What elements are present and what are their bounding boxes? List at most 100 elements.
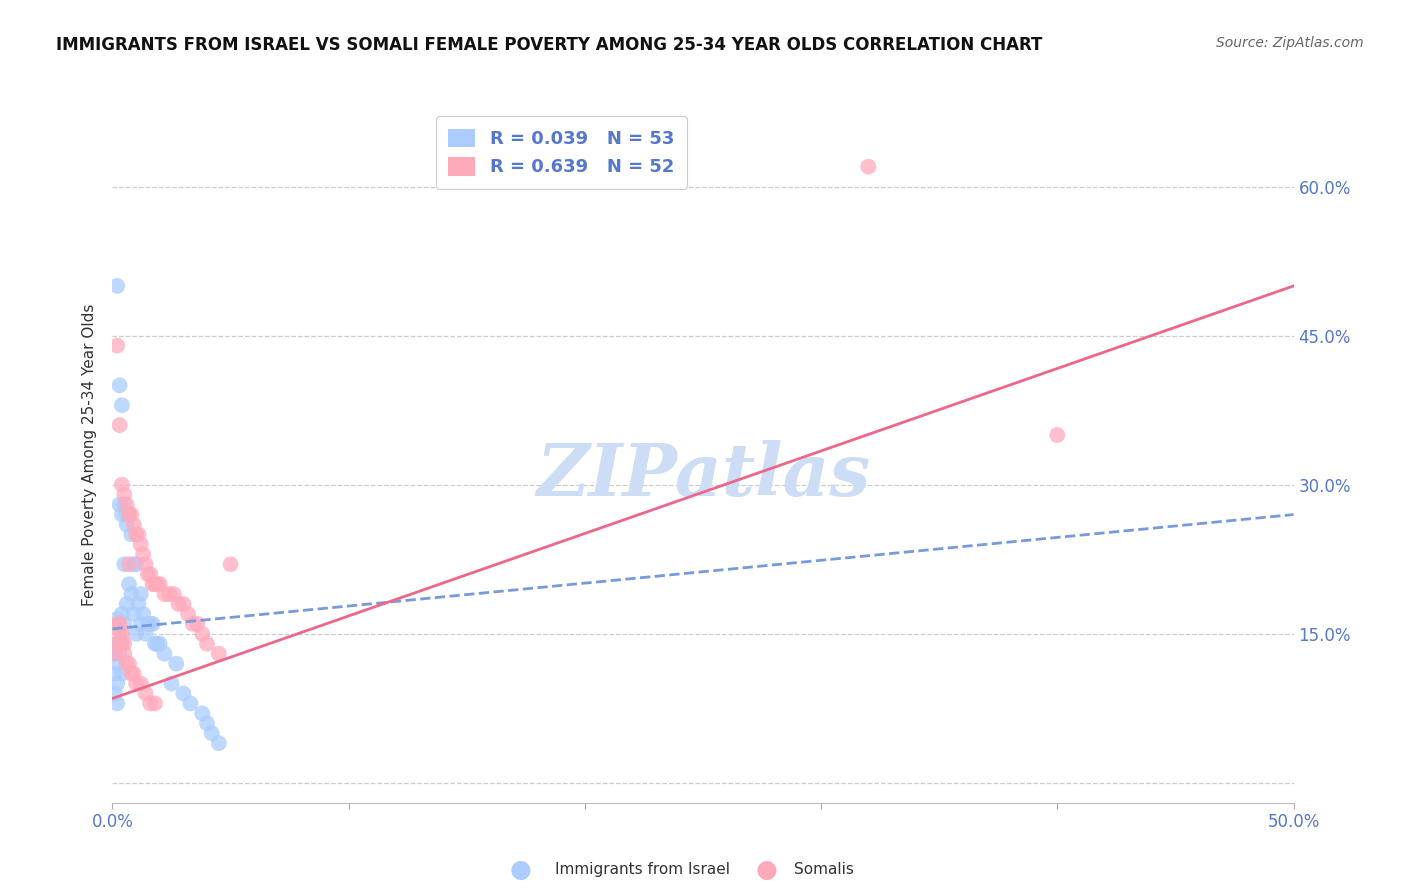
- Text: IMMIGRANTS FROM ISRAEL VS SOMALI FEMALE POVERTY AMONG 25-34 YEAR OLDS CORRELATIO: IMMIGRANTS FROM ISRAEL VS SOMALI FEMALE …: [56, 36, 1043, 54]
- Point: [132, 547, 155, 561]
- Point: [108, 627, 131, 641]
- Point: [139, 697, 162, 711]
- Point: [135, 558, 157, 572]
- Point: [105, 279, 128, 293]
- Point: [122, 558, 145, 572]
- Point: [143, 637, 166, 651]
- Point: [149, 637, 172, 651]
- Point: [108, 622, 131, 636]
- Text: ●: ●: [509, 858, 531, 881]
- Point: [122, 666, 145, 681]
- Point: [136, 616, 159, 631]
- Point: [105, 637, 128, 651]
- Point: [208, 736, 231, 750]
- Point: [135, 686, 157, 700]
- Point: [120, 587, 142, 601]
- Point: [111, 508, 134, 522]
- Point: [195, 637, 218, 651]
- Point: [120, 527, 142, 541]
- Point: [108, 647, 131, 661]
- Point: [105, 612, 128, 626]
- Point: [105, 676, 128, 690]
- Point: [143, 577, 166, 591]
- Text: Source: ZipAtlas.com: Source: ZipAtlas.com: [1216, 36, 1364, 50]
- Point: [105, 637, 128, 651]
- Point: [195, 716, 218, 731]
- Point: [111, 666, 134, 681]
- Point: [172, 597, 194, 611]
- Point: [177, 607, 200, 621]
- Point: [149, 577, 172, 591]
- Point: [118, 577, 141, 591]
- Point: [136, 567, 159, 582]
- Point: [115, 498, 138, 512]
- Point: [132, 607, 155, 621]
- Point: [129, 616, 152, 631]
- Point: [191, 706, 214, 721]
- Point: [172, 686, 194, 700]
- Point: [104, 666, 127, 681]
- Point: [179, 697, 201, 711]
- Point: [191, 627, 214, 641]
- Text: ZIPatlas: ZIPatlas: [536, 441, 870, 511]
- Point: [112, 498, 135, 512]
- Point: [153, 587, 176, 601]
- Point: [111, 398, 134, 412]
- Point: [105, 338, 128, 352]
- Point: [118, 508, 141, 522]
- Point: [163, 587, 186, 601]
- Point: [112, 558, 135, 572]
- Point: [219, 558, 242, 572]
- Point: [167, 597, 190, 611]
- Point: [208, 647, 231, 661]
- Point: [104, 647, 127, 661]
- Point: [142, 577, 165, 591]
- Point: [122, 607, 145, 621]
- Point: [160, 676, 183, 690]
- Text: Somalis: Somalis: [794, 863, 855, 877]
- Point: [1046, 428, 1069, 442]
- Point: [111, 627, 134, 641]
- Point: [111, 607, 134, 621]
- Point: [181, 616, 204, 631]
- Point: [108, 616, 131, 631]
- Point: [112, 616, 135, 631]
- Point: [112, 488, 135, 502]
- Y-axis label: Female Poverty Among 25-34 Year Olds: Female Poverty Among 25-34 Year Olds: [82, 304, 97, 606]
- Point: [143, 697, 166, 711]
- Point: [115, 517, 138, 532]
- Point: [115, 508, 138, 522]
- Point: [118, 558, 141, 572]
- Point: [108, 378, 131, 392]
- Point: [125, 527, 148, 541]
- Point: [108, 498, 131, 512]
- Point: [125, 627, 148, 641]
- Point: [105, 657, 128, 671]
- Legend: R = 0.039   N = 53, R = 0.639   N = 52: R = 0.039 N = 53, R = 0.639 N = 52: [436, 116, 688, 189]
- Point: [858, 160, 880, 174]
- Point: [108, 418, 131, 433]
- Point: [129, 676, 152, 690]
- Point: [112, 647, 135, 661]
- Point: [118, 657, 141, 671]
- Point: [112, 637, 135, 651]
- Point: [104, 686, 127, 700]
- Point: [115, 597, 138, 611]
- Point: [157, 587, 180, 601]
- Point: [127, 527, 149, 541]
- Point: [139, 616, 162, 631]
- Point: [153, 647, 176, 661]
- Point: [111, 477, 134, 491]
- Point: [122, 517, 145, 532]
- Text: ●: ●: [755, 858, 778, 881]
- Point: [105, 616, 128, 631]
- Text: Immigrants from Israel: Immigrants from Israel: [555, 863, 730, 877]
- Point: [139, 567, 162, 582]
- Point: [135, 627, 157, 641]
- Point: [108, 637, 131, 651]
- Point: [201, 726, 224, 740]
- Point: [146, 577, 169, 591]
- Point: [129, 537, 152, 551]
- Point: [125, 676, 148, 690]
- Point: [104, 647, 127, 661]
